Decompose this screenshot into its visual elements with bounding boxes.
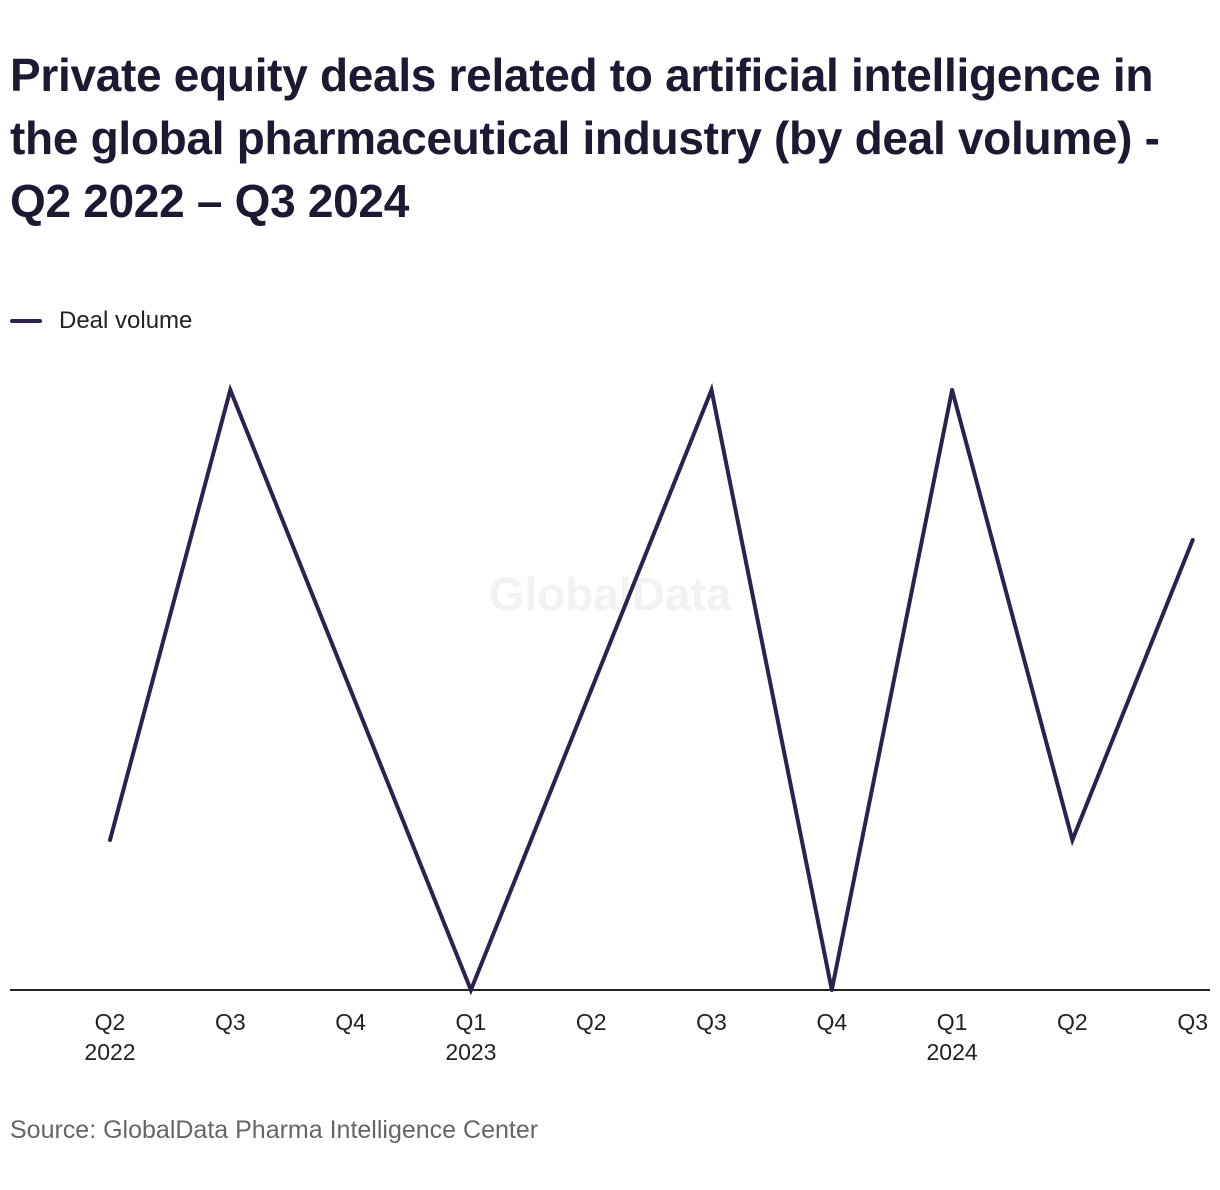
series-line-deal-volume (108, 383, 1195, 996)
x-tick-label: Q3 (696, 1009, 727, 1035)
x-tick-label: Q1 2023 (445, 1009, 496, 1065)
legend-label-deal-volume: Deal volume (59, 307, 193, 334)
source-note: Source: GlobalData Pharma Intelligence C… (10, 1116, 539, 1144)
data-point-q4-2022 (348, 688, 353, 692)
data-point-q3-2023 (709, 388, 714, 392)
x-tick-label: Q4 (816, 1009, 847, 1035)
x-tick-label: Q3 (1177, 1009, 1208, 1035)
data-point-q3-2024 (1190, 538, 1195, 542)
x-tick-label: Q2 (1057, 1009, 1088, 1035)
x-tick-label: Q2 (576, 1009, 607, 1035)
data-point-q1-2024 (950, 388, 955, 392)
data-point-q4-2023 (829, 988, 834, 992)
x-tick-label: Q1 2024 (927, 1009, 978, 1065)
legend-swatch-deal-volume (10, 319, 42, 323)
data-point-q2-2023 (589, 688, 594, 692)
data-point-q1-2023 (468, 988, 473, 992)
chart-title: Private equity deals related to artifici… (10, 49, 1160, 227)
data-point-q2-2024 (1070, 838, 1075, 842)
x-tick-label: Q2 2022 (84, 1009, 135, 1065)
x-tick-label: Q4 (335, 1009, 366, 1035)
x-tick-label: Q3 (215, 1009, 246, 1035)
watermark: GlobalData (489, 568, 732, 620)
legend: Deal volume (10, 306, 192, 336)
data-point-q3-2022 (228, 388, 233, 392)
data-point-q2-2022 (108, 838, 112, 842)
